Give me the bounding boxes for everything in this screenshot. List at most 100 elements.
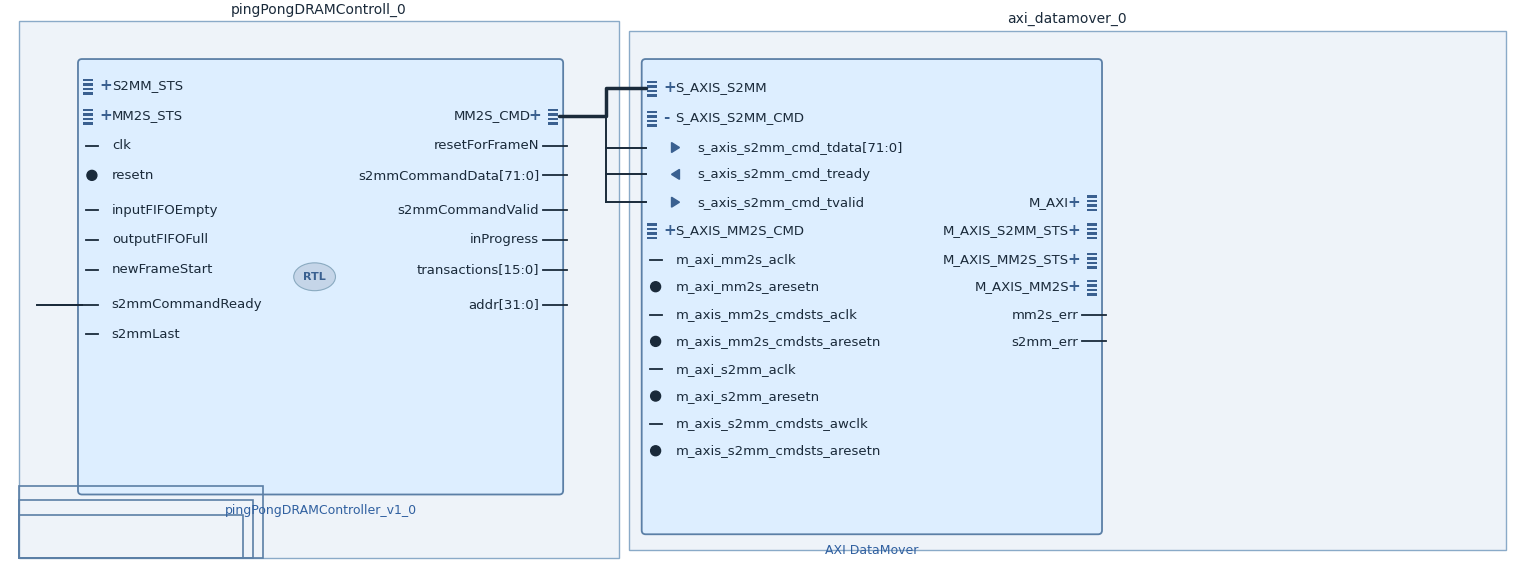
Bar — [84, 113, 93, 115]
Bar — [647, 124, 656, 126]
Text: s_axis_s2mm_cmd_tready: s_axis_s2mm_cmd_tready — [697, 168, 871, 181]
Text: clk: clk — [111, 139, 131, 152]
Text: transactions[15:0]: transactions[15:0] — [417, 263, 539, 276]
Bar — [1087, 284, 1097, 287]
Bar — [548, 118, 559, 120]
Text: m_axi_mm2s_aclk: m_axi_mm2s_aclk — [676, 253, 796, 266]
Text: s2mmLast: s2mmLast — [111, 328, 181, 341]
Bar — [647, 90, 656, 92]
Circle shape — [650, 282, 661, 292]
Polygon shape — [671, 197, 679, 207]
Polygon shape — [671, 143, 679, 153]
Text: M_AXIS_MM2S: M_AXIS_MM2S — [974, 280, 1068, 293]
FancyBboxPatch shape — [642, 59, 1102, 534]
Text: resetn: resetn — [111, 169, 154, 182]
Text: s2mmCommandValid: s2mmCommandValid — [397, 204, 539, 217]
Text: AXI DataMover: AXI DataMover — [825, 544, 919, 557]
Text: +: + — [1067, 279, 1081, 294]
Text: inputFIFOEmpty: inputFIFOEmpty — [111, 204, 218, 217]
Text: axi_datamover_0: axi_datamover_0 — [1008, 12, 1126, 26]
Circle shape — [650, 446, 661, 456]
Bar — [647, 119, 656, 122]
Text: +: + — [528, 108, 542, 123]
Text: M_AXI: M_AXI — [1029, 195, 1068, 209]
Text: outputFIFOFull: outputFIFOFull — [111, 234, 209, 246]
Bar — [84, 79, 93, 81]
Text: +: + — [1067, 223, 1081, 238]
Bar — [647, 232, 656, 234]
Text: +: + — [664, 223, 676, 238]
Circle shape — [650, 336, 661, 346]
Bar — [1087, 223, 1097, 226]
Bar — [1087, 209, 1097, 211]
Text: newFrameStart: newFrameStart — [111, 263, 213, 276]
Text: m_axis_mm2s_cmdsts_aresetn: m_axis_mm2s_cmdsts_aresetn — [676, 335, 881, 348]
Bar — [20, 21, 619, 558]
Bar — [1087, 293, 1097, 296]
Text: m_axi_s2mm_aresetn: m_axi_s2mm_aresetn — [676, 390, 820, 403]
Text: MM2S_STS: MM2S_STS — [111, 109, 183, 122]
Text: M_AXIS_S2MM_STS: M_AXIS_S2MM_STS — [944, 223, 1068, 237]
Bar — [647, 237, 656, 239]
Bar — [84, 84, 93, 86]
Text: s2mmCommandReady: s2mmCommandReady — [111, 298, 262, 311]
Bar — [84, 108, 93, 111]
Text: S2MM_STS: S2MM_STS — [111, 79, 183, 92]
Text: s2mmCommandData[71:0]: s2mmCommandData[71:0] — [358, 169, 539, 182]
Text: -: - — [664, 110, 670, 125]
Bar — [1087, 253, 1097, 255]
Ellipse shape — [294, 263, 335, 291]
Text: +: + — [664, 81, 676, 95]
Bar — [1087, 266, 1097, 269]
Bar — [1087, 262, 1097, 264]
Bar — [20, 516, 244, 558]
Polygon shape — [671, 169, 679, 179]
Text: RTL: RTL — [303, 272, 326, 282]
Circle shape — [650, 391, 661, 401]
Text: M_AXIS_MM2S_STS: M_AXIS_MM2S_STS — [944, 253, 1068, 266]
Text: s2mm_err: s2mm_err — [1012, 335, 1078, 348]
Bar — [647, 111, 656, 113]
Text: m_axi_mm2s_aresetn: m_axi_mm2s_aresetn — [676, 280, 820, 293]
Text: mm2s_err: mm2s_err — [1012, 308, 1078, 321]
Bar — [647, 227, 656, 230]
FancyBboxPatch shape — [78, 59, 563, 495]
Bar — [1087, 237, 1097, 239]
Bar — [84, 122, 93, 125]
Bar — [84, 118, 93, 120]
Bar — [647, 85, 656, 88]
Text: m_axis_s2mm_cmdsts_awclk: m_axis_s2mm_cmdsts_awclk — [676, 418, 868, 430]
Bar — [1087, 258, 1097, 260]
Bar — [647, 223, 656, 226]
Bar — [84, 92, 93, 95]
Text: pingPongDRAMControll_0: pingPongDRAMControll_0 — [231, 3, 406, 17]
Bar — [548, 113, 559, 115]
Bar — [647, 115, 656, 118]
Text: +: + — [100, 78, 113, 93]
Text: s_axis_s2mm_cmd_tvalid: s_axis_s2mm_cmd_tvalid — [697, 195, 864, 209]
Circle shape — [87, 171, 97, 180]
Bar — [20, 501, 253, 558]
Text: inProgress: inProgress — [470, 234, 539, 246]
Text: m_axis_s2mm_cmdsts_aresetn: m_axis_s2mm_cmdsts_aresetn — [676, 444, 881, 457]
Bar — [548, 108, 559, 111]
Text: S_AXIS_S2MM_CMD: S_AXIS_S2MM_CMD — [676, 111, 805, 124]
Text: S_AXIS_MM2S_CMD: S_AXIS_MM2S_CMD — [676, 223, 805, 237]
Text: m_axi_s2mm_aclk: m_axi_s2mm_aclk — [676, 362, 796, 376]
Text: pingPongDRAMController_v1_0: pingPongDRAMController_v1_0 — [225, 505, 417, 517]
Text: addr[31:0]: addr[31:0] — [469, 298, 539, 311]
Bar — [1087, 200, 1097, 202]
Bar — [548, 122, 559, 125]
Text: m_axis_mm2s_cmdsts_aclk: m_axis_mm2s_cmdsts_aclk — [676, 308, 857, 321]
Text: resetForFrameN: resetForFrameN — [434, 139, 539, 152]
Bar — [1087, 232, 1097, 234]
Text: +: + — [1067, 252, 1081, 267]
Bar — [1087, 289, 1097, 291]
Bar — [1087, 204, 1097, 206]
Text: +: + — [100, 108, 113, 123]
Bar — [647, 81, 656, 84]
Text: S_AXIS_S2MM: S_AXIS_S2MM — [676, 81, 767, 95]
Text: MM2S_CMD: MM2S_CMD — [454, 109, 530, 122]
Bar — [629, 31, 1505, 550]
Bar — [1087, 195, 1097, 198]
